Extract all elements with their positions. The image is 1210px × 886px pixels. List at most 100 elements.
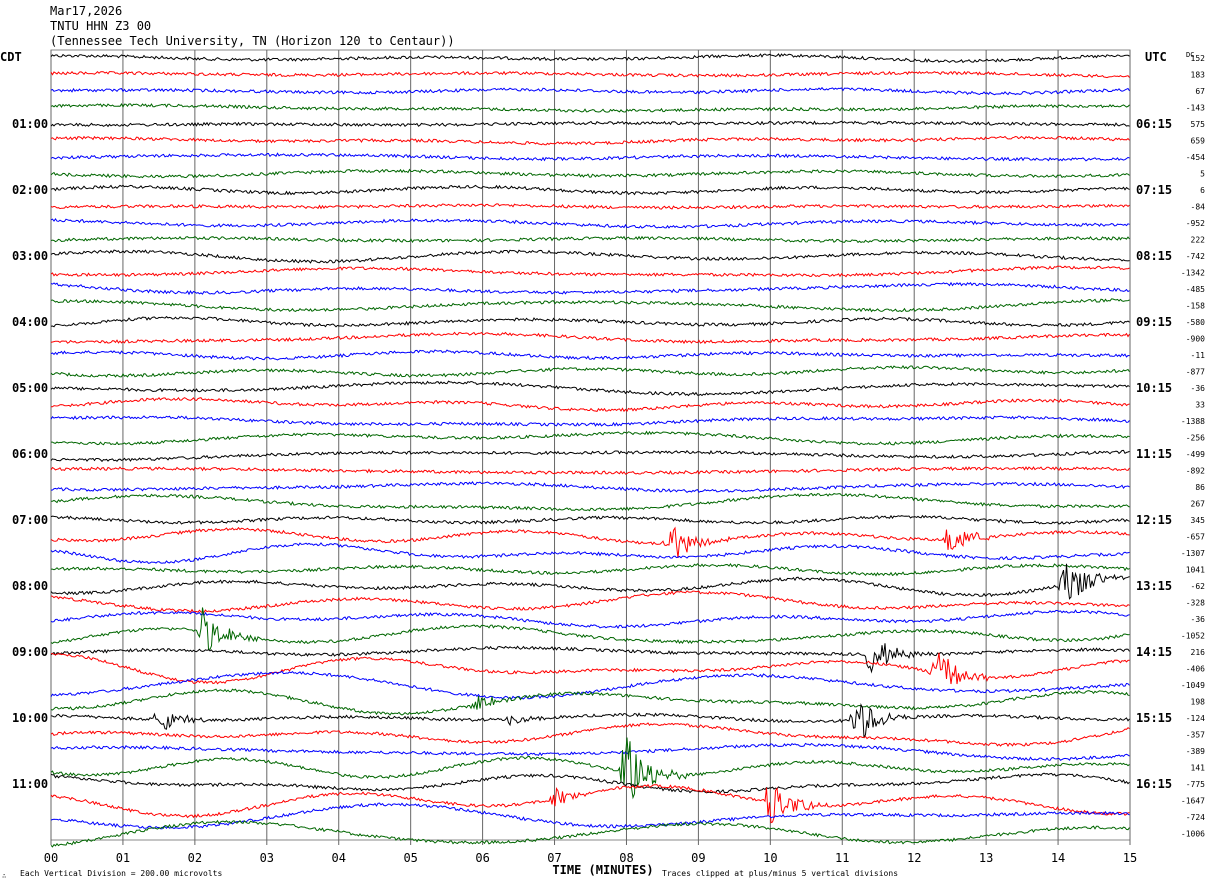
dc-offset-label: -328: [1186, 599, 1205, 608]
seismic-trace-36: [50, 643, 1130, 674]
dc-offset-label: -877: [1186, 368, 1205, 377]
dc-offset-label: 222: [1191, 236, 1206, 245]
cdt-hour-label: 08:00: [12, 579, 48, 593]
utc-hour-label: 09:15: [1136, 315, 1172, 329]
seismic-trace-20: [50, 380, 1130, 397]
seismic-trace-17: [50, 331, 1130, 345]
seismic-trace-4: [50, 120, 1130, 128]
dc-offset-label: -657: [1186, 533, 1205, 542]
dc-offset-label: -485: [1186, 285, 1205, 294]
dc-offset-label: -357: [1186, 731, 1205, 740]
cdt-hour-label: 03:00: [12, 249, 48, 263]
dc-offset-label: 198: [1191, 698, 1206, 707]
dc-offset-label: -1049: [1181, 681, 1205, 690]
seismic-trace-9: [50, 203, 1130, 210]
seismic-trace-5: [50, 135, 1130, 146]
seismic-trace-6: [50, 152, 1130, 162]
corner-mark: ∴: [2, 872, 6, 880]
x-tick-label: 14: [1051, 851, 1065, 865]
clip-note: Traces clipped at plus/minus 5 vertical …: [662, 869, 898, 878]
dc-offset-label: 5: [1200, 170, 1205, 179]
dc-offset-label: 267: [1191, 500, 1206, 509]
seismic-trace-40: [50, 703, 1130, 739]
seismic-trace-39: [50, 688, 1130, 716]
seismic-trace-43: [50, 737, 1130, 800]
seismic-trace-3: [50, 103, 1130, 113]
seismic-trace-47: [50, 819, 1130, 848]
dc-offset-label: 659: [1191, 137, 1206, 146]
scale-note: Each Vertical Division = 200.00 microvol…: [20, 869, 222, 878]
cdt-hour-label: 05:00: [12, 381, 48, 395]
dc-header: DC: [1186, 51, 1194, 59]
seismic-trace-45: [50, 783, 1130, 824]
seismic-trace-13: [50, 265, 1130, 278]
dc-offset-label: -580: [1186, 318, 1205, 327]
x-tick-label: 06: [475, 851, 489, 865]
seismic-trace-14: [50, 281, 1130, 296]
date-label: Mar17,2026: [50, 4, 123, 18]
dc-offset-label: 216: [1191, 648, 1206, 657]
dc-offset-label: -1342: [1181, 269, 1205, 278]
seismic-trace-46: [50, 802, 1130, 830]
seismic-trace-7: [50, 168, 1130, 179]
dc-offset-label: 6: [1200, 186, 1205, 195]
dc-offset-label: -1388: [1181, 417, 1205, 426]
x-tick-label: 01: [116, 851, 130, 865]
seismic-trace-22: [50, 415, 1130, 427]
dc-offset-label: -158: [1186, 302, 1205, 311]
x-tick-label: 04: [332, 851, 346, 865]
utc-hour-label: 11:15: [1136, 447, 1172, 461]
seismic-trace-16: [50, 315, 1130, 328]
dc-offset-label: -36: [1191, 384, 1206, 393]
seismic-trace-34: [50, 609, 1130, 629]
seismic-trace-1: [50, 70, 1130, 79]
cdt-hour-label: 07:00: [12, 513, 48, 527]
dc-offset-label: -1647: [1181, 797, 1205, 806]
seismic-trace-37: [50, 652, 1130, 685]
utc-hour-label: 12:15: [1136, 513, 1172, 527]
utc-hour-label: 16:15: [1136, 777, 1172, 791]
seismic-trace-23: [51, 430, 1130, 446]
right-timezone-label: UTC: [1145, 50, 1167, 64]
utc-hour-label: 07:15: [1136, 183, 1172, 197]
x-tick-label: 00: [44, 851, 58, 865]
x-axis-title: TIME (MINUTES): [552, 863, 653, 877]
seismic-trace-38: [50, 670, 1130, 700]
x-tick-label: 02: [188, 851, 202, 865]
x-tick-label: 05: [403, 851, 417, 865]
seismic-trace-25: [50, 466, 1130, 475]
utc-hour-label: 10:15: [1136, 381, 1172, 395]
utc-hour-label: 15:15: [1136, 711, 1172, 725]
x-tick-label: 10: [763, 851, 777, 865]
dc-offset-label: -724: [1186, 813, 1205, 822]
seismic-trace-2: [50, 86, 1130, 96]
seismic-trace-24: [50, 449, 1130, 463]
seismic-trace-35: [50, 607, 1130, 650]
cdt-hour-label: 04:00: [12, 315, 48, 329]
dc-offset-label: 1041: [1186, 566, 1205, 575]
seismic-trace-21: [50, 396, 1130, 413]
seismic-trace-19: [50, 364, 1130, 378]
dc-offset-label: 183: [1191, 71, 1206, 80]
x-tick-label: 12: [907, 851, 921, 865]
seismic-trace-18: [50, 349, 1130, 361]
seismic-trace-12: [50, 249, 1130, 264]
dc-offset-label: -84: [1191, 203, 1206, 212]
dc-offset-label: -124: [1186, 714, 1205, 723]
dc-offset-label: 86: [1195, 483, 1205, 492]
utc-hour-label: 13:15: [1136, 579, 1172, 593]
plot-frame: [50, 49, 1131, 841]
utc-hour-label: 14:15: [1136, 645, 1172, 659]
x-tick-label: 11: [835, 851, 849, 865]
seismic-trace-44: [50, 772, 1130, 794]
dc-offset-label: -143: [1186, 104, 1205, 113]
dc-offset-label: -952: [1186, 219, 1205, 228]
dc-offset-label: 33: [1195, 401, 1205, 410]
seismic-trace-32: [50, 563, 1130, 600]
x-tick-label: 07: [547, 851, 561, 865]
x-tick-label: 13: [979, 851, 993, 865]
dc-offset-label: -892: [1186, 467, 1205, 476]
dc-offset-label: 67: [1195, 87, 1205, 96]
cdt-hour-label: 02:00: [12, 183, 48, 197]
seismic-trace-28: [50, 514, 1130, 525]
